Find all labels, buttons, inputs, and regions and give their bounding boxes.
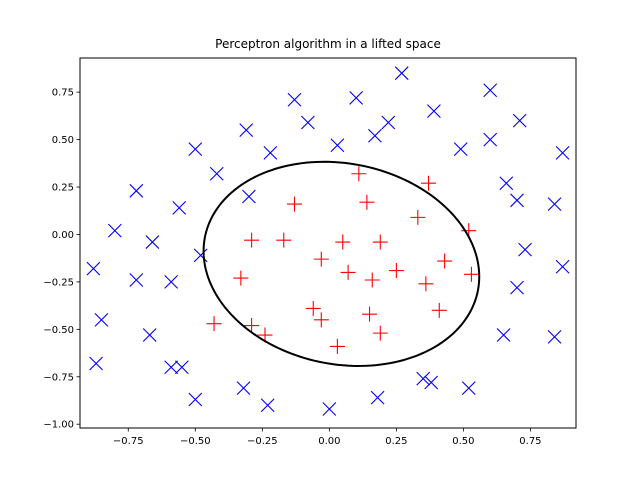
plus-marker-8 — [372, 234, 388, 250]
plus-marker-4 — [410, 209, 426, 225]
x-marker-4 — [239, 123, 254, 137]
plus-marker-2 — [286, 196, 302, 212]
y-tick-label: −0.25 — [43, 277, 74, 288]
x-marker-40 — [424, 375, 439, 390]
x-marker-16 — [209, 166, 224, 181]
plus-marker-19 — [206, 316, 222, 332]
x-marker-27 — [86, 261, 101, 276]
plus-marker-18 — [305, 300, 321, 316]
plus-marker-1 — [421, 175, 437, 191]
x-marker-44 — [461, 381, 476, 396]
plus-marker-23 — [362, 306, 378, 322]
x-tick-label: 0.50 — [452, 436, 474, 447]
x-marker-31 — [555, 259, 570, 274]
x-marker-15 — [555, 145, 570, 160]
y-tick-label: −0.75 — [43, 372, 74, 383]
x-marker-7 — [381, 115, 396, 130]
plus-marker-6 — [276, 232, 292, 248]
decision-boundary — [202, 160, 481, 367]
plus-marker-3 — [359, 194, 375, 210]
plus-marker-11 — [340, 264, 356, 280]
plus-marker-10 — [313, 251, 329, 267]
x-marker-24 — [145, 235, 160, 249]
x-marker-5 — [301, 115, 315, 130]
x-marker-8 — [427, 104, 441, 119]
x-tick-label: −0.50 — [180, 436, 211, 447]
x-marker-19 — [242, 189, 256, 204]
x-tick-label: 0.25 — [385, 436, 407, 447]
x-marker-21 — [510, 193, 524, 208]
x-marker-20 — [499, 176, 514, 191]
x-marker-42 — [188, 392, 203, 407]
x-marker-12 — [330, 138, 345, 153]
x-marker-9 — [512, 113, 527, 128]
x-marker-0 — [394, 66, 409, 81]
plus-marker-26 — [329, 338, 345, 354]
plus-marker-24 — [372, 325, 388, 341]
x-marker-41 — [236, 381, 251, 396]
x-marker-28 — [129, 273, 144, 287]
plus-marker-0 — [351, 166, 367, 182]
plus-marker-16 — [233, 270, 249, 286]
y-tick-label: 0.00 — [52, 230, 74, 241]
x-marker-3 — [483, 83, 498, 98]
x-marker-18 — [172, 201, 187, 215]
x-marker-10 — [188, 142, 203, 156]
plus-marker-15 — [463, 266, 479, 282]
x-marker-17 — [129, 183, 144, 198]
plus-marker-13 — [388, 263, 404, 279]
x-tick-label: −0.75 — [113, 436, 144, 447]
plus-marker-22 — [313, 312, 329, 328]
x-tick-label: 0.75 — [519, 436, 541, 447]
x-marker-38 — [174, 360, 189, 375]
y-tick-label: −1.00 — [43, 420, 74, 431]
x-marker-11 — [263, 145, 278, 160]
y-tick-label: −0.50 — [43, 325, 74, 336]
plot-frame — [79, 57, 577, 429]
plus-marker-12 — [364, 272, 380, 288]
x-marker-35 — [547, 330, 562, 344]
x-marker-6 — [368, 128, 382, 143]
x-marker-43 — [370, 390, 385, 405]
x-marker-30 — [510, 280, 524, 295]
x-marker-37 — [164, 360, 179, 375]
chart-title: Perceptron algorithm in a lifted space — [215, 37, 441, 51]
y-tick-label: 0.75 — [52, 88, 74, 99]
x-tick-label: −0.25 — [247, 436, 278, 447]
plus-marker-5 — [244, 232, 260, 248]
plus-marker-25 — [431, 302, 447, 318]
x-marker-23 — [107, 223, 122, 238]
y-tick-label: 0.50 — [52, 135, 74, 146]
x-marker-45 — [260, 398, 275, 413]
plus-marker-20 — [244, 318, 260, 334]
x-marker-34 — [496, 328, 511, 342]
x-marker-22 — [547, 197, 562, 211]
plus-marker-7 — [335, 234, 351, 250]
plus-marker-17 — [418, 276, 434, 292]
x-marker-26 — [518, 242, 532, 257]
x-marker-13 — [453, 142, 468, 156]
series-x-markers — [86, 66, 570, 416]
x-marker-29 — [164, 275, 179, 289]
x-marker-14 — [483, 132, 498, 147]
y-tick-label: 0.25 — [52, 183, 74, 194]
x-tick-label: 0.00 — [318, 436, 340, 447]
x-marker-32 — [94, 312, 109, 327]
x-marker-1 — [287, 92, 302, 107]
plus-marker-14 — [437, 253, 453, 269]
x-marker-2 — [349, 90, 364, 105]
x-marker-46 — [322, 402, 337, 416]
x-marker-36 — [89, 356, 103, 371]
x-marker-39 — [416, 371, 431, 386]
x-marker-33 — [142, 328, 157, 342]
